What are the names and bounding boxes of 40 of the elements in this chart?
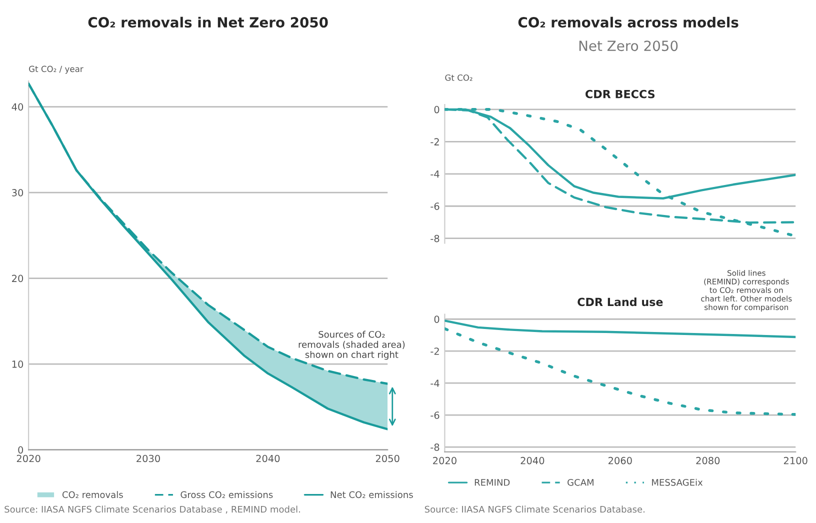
y-tick-label: -6 [430,412,440,419]
x-tick-label: 2030 [136,454,160,462]
source-note: Source: IIASA NGFS Climate Scenarios Database , REMIND model. [4,506,300,514]
x-tick-label: 2040 [256,454,280,462]
x-tick-label: 2020 [433,456,456,464]
text: CDR BECCS [586,90,655,98]
y-tick-label: -8 [430,234,440,242]
y-tick-label: 40 [12,103,24,111]
legend-label: CO₂ removals [62,491,123,498]
chart-subtitle: Net Zero 2050 [579,40,678,52]
x-tick-label: 2080 [696,456,720,464]
legend-label: MESSAGEix [652,478,703,486]
y-tick-label: -4 [430,380,440,387]
legend-label: Net CO₂ emissions [330,491,413,498]
chart-title: CO₂ removals in Net Zero 2050 [88,16,328,28]
y-tick-label: -2 [430,138,439,146]
y-tick-label: 0 [434,316,440,323]
legend-label: Gross CO₂ emissions [180,491,273,498]
y-tick-label: -6 [430,202,440,210]
annotation: Sources of CO₂ removals (shaded area) shown on chart right [298,330,405,360]
y-tick-label: 10 [12,360,24,368]
y-axis-title: Gt CO₂ / year [29,66,84,74]
y-axis-title: Gt CO₂ [445,74,472,81]
legend-label: REMIND [474,479,510,486]
chart-title: CO₂ removals across models [518,16,738,28]
y-tick-label: 20 [12,274,24,282]
y-tick-label: 0 [434,106,440,114]
legend-label: GCAM [568,478,594,486]
x-tick-label: 2060 [608,456,632,464]
x-tick-label: 2100 [784,456,808,464]
x-tick-label: 2040 [520,456,544,464]
source-note: Source: IIASA NGFS Climate Scenarios Database. [424,506,644,513]
y-tick-label: -8 [430,444,440,451]
y-tick-label: -4 [430,170,440,178]
chart-title: CDR Land use [578,298,663,306]
y-tick-label: -2 [430,348,439,355]
y-tick-label: 0 [18,446,24,454]
y-tick-label: 30 [12,189,24,196]
x-tick-label: 2020 [16,454,40,462]
x-tick-label: 2050 [376,454,400,462]
